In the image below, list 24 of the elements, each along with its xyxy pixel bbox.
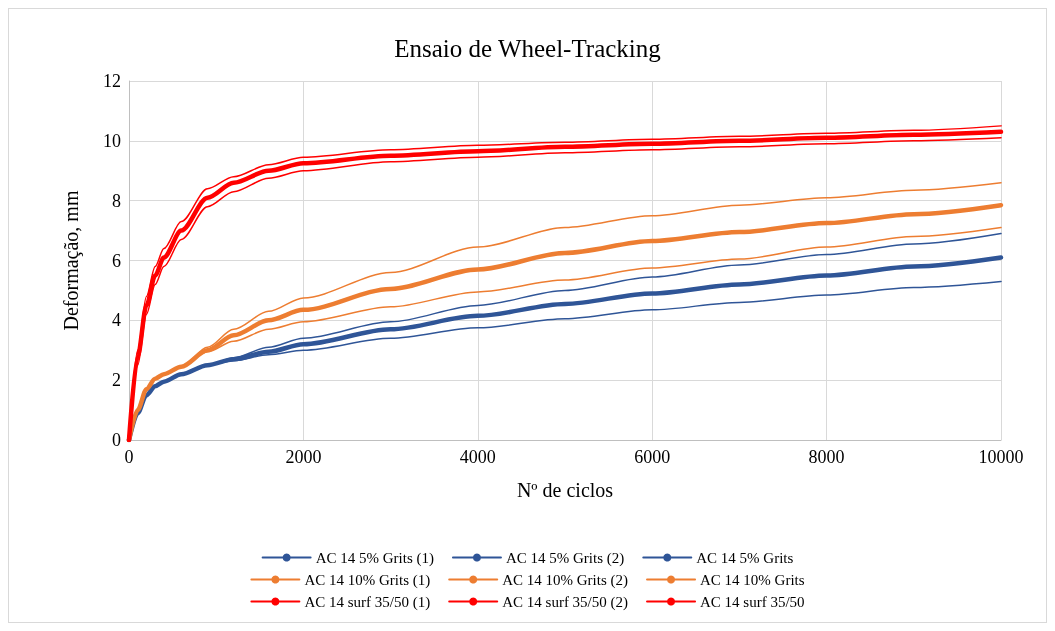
y-tick-label: 4 [112, 310, 121, 331]
legend-label: AC 14 10% Grits [700, 571, 805, 588]
y-tick-label: 0 [112, 430, 121, 450]
legend-label: AC 14 10% Grits (1) [304, 571, 431, 589]
legend-label: AC 14 surf 35/50 (2) [502, 593, 629, 611]
y-tick-label: 8 [112, 190, 121, 211]
y-tick-label: 6 [112, 250, 121, 271]
y-axis-title: Deformação, mm [60, 190, 83, 331]
legend-label: AC 14 5% Grits (2) [505, 549, 625, 567]
y-tick-label: 10 [103, 130, 121, 151]
x-tick-label: 8000 [808, 447, 845, 467]
x-tick-label: 4000 [459, 447, 496, 467]
y-tick-label: 12 [103, 71, 121, 91]
legend-label: AC 14 5% Grits (1) [315, 549, 434, 567]
legend-label: AC 14 surf 35/50 (1) [304, 593, 431, 611]
y-tick-label: 2 [112, 370, 121, 391]
chart-title: Ensaio de Wheel-Tracking [394, 35, 662, 62]
legend-label: AC 14 5% Grits [696, 549, 794, 566]
x-axis-title: Nº de ciclos [516, 479, 614, 501]
x-tick-label: 6000 [634, 447, 671, 467]
legend-label: AC 14 10% Grits (2) [502, 571, 629, 589]
x-tick-label: 2000 [285, 447, 322, 467]
legend-label: AC 14 surf 35/50 [700, 593, 805, 610]
x-tick-label: 10000 [978, 447, 1024, 467]
